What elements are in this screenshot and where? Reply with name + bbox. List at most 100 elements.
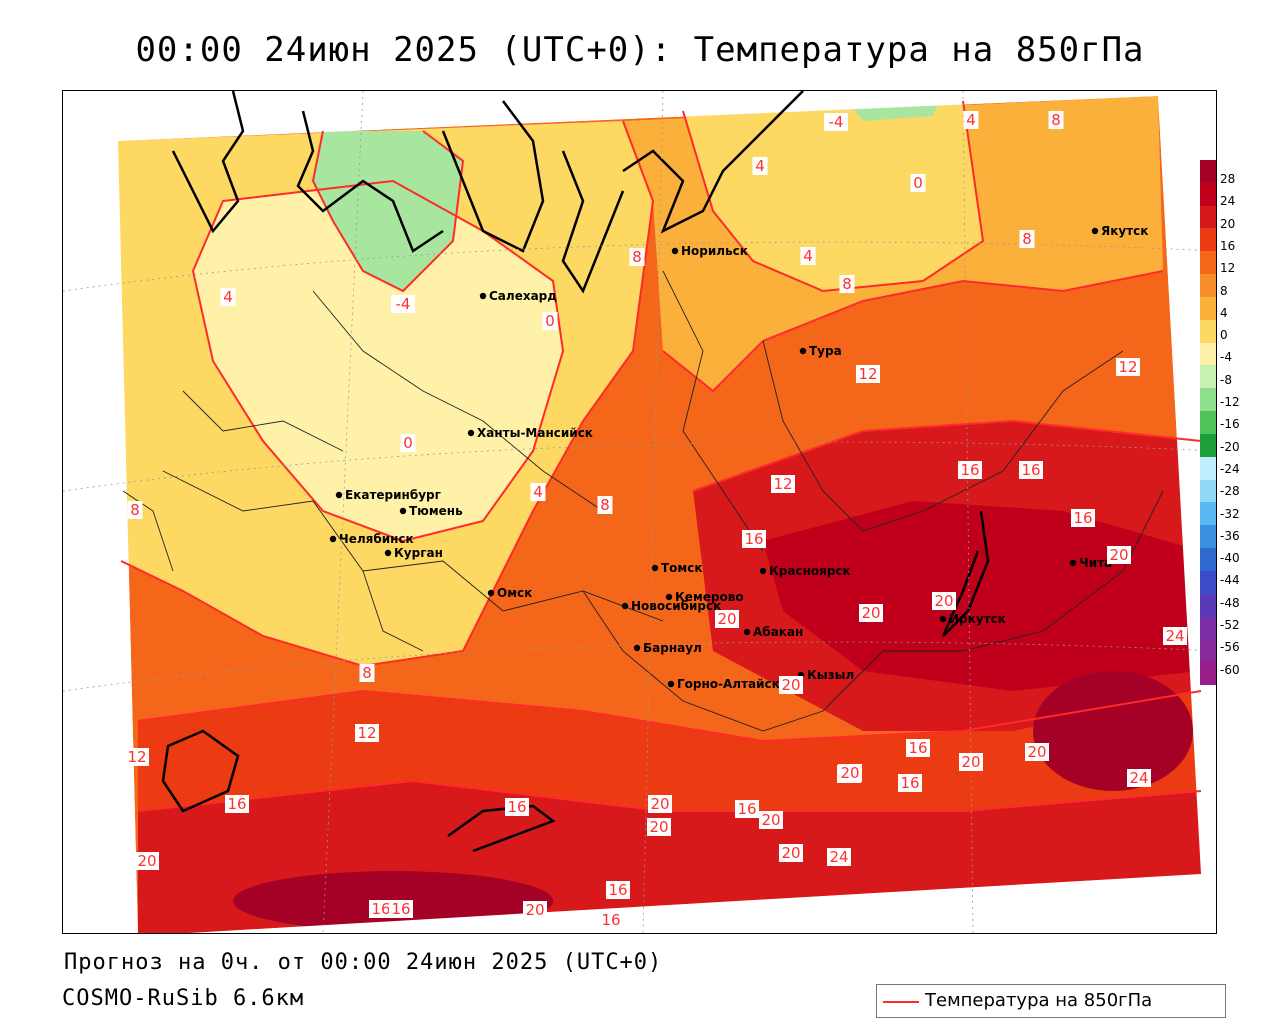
isotherm-label: 0 <box>403 434 413 452</box>
city-label: Тура <box>809 344 842 358</box>
isotherm-label-bg <box>838 764 862 782</box>
city-marker <box>939 615 947 623</box>
city-label: Красноярск <box>769 564 851 578</box>
isotherm-label-bg <box>735 800 759 818</box>
isotherm-label-bg <box>1071 509 1095 527</box>
isotherm-label: 16 <box>371 900 390 918</box>
isotherm-label-bg <box>1019 230 1035 248</box>
colorbar-tick-label: -44 <box>1220 573 1240 588</box>
zone-hot-spot-2 <box>1033 671 1193 791</box>
isotherm-label: 16 <box>1073 509 1092 527</box>
isotherm-label: 8 <box>632 248 642 266</box>
isotherm-label: 20 <box>650 795 669 813</box>
isotherm-label-bg <box>910 174 926 192</box>
isotherm-label: 8 <box>1022 230 1032 248</box>
isotherm-label-bg <box>542 312 558 330</box>
isotherm-label: 20 <box>137 852 156 870</box>
zone-green-yamal <box>313 131 463 291</box>
colorbar-tick-label: 28 <box>1220 172 1236 186</box>
isotherm-label-bg <box>715 610 739 628</box>
isotherm-label: 8 <box>362 664 372 682</box>
isotherm-label-bg <box>355 724 379 742</box>
isotherm-label-bg <box>963 111 979 129</box>
colorbar-segment <box>1200 502 1216 526</box>
isotherm-label: 20 <box>861 604 880 622</box>
isotherm-label-bg <box>839 275 855 293</box>
temperature-colorbar <box>1200 160 1216 686</box>
city-marker <box>799 347 807 355</box>
isotherm-label-bg <box>369 900 393 918</box>
isotherm-label-bg <box>530 483 546 501</box>
outside-domain-bottom <box>189 874 1216 933</box>
isotherm-label-bg <box>391 295 415 313</box>
colorbar-tick-label: -60 <box>1220 662 1240 677</box>
colorbar-tick-label: -56 <box>1220 640 1240 655</box>
colorbar-tick-label: -40 <box>1220 551 1240 566</box>
colorbar-tick-label: 0 <box>1220 328 1228 343</box>
isotherm-label-bg <box>1127 769 1151 787</box>
colorbar-segment <box>1200 296 1216 321</box>
city-marker <box>665 593 673 601</box>
isotherm-label-bg <box>220 288 236 306</box>
isotherm-label: 20 <box>781 844 800 862</box>
colorbar-segment <box>1200 411 1216 435</box>
region-borders <box>122 270 1164 732</box>
isotherm-label: 12 <box>858 365 877 383</box>
city-label: Омск <box>497 586 532 600</box>
city-label: Норильск <box>681 244 748 258</box>
page-title: 00:00 24июн 2025 (UTC+0): Температура на… <box>135 30 1145 70</box>
city-label: Кызыл <box>807 668 854 682</box>
isotherm-label: 20 <box>934 592 953 610</box>
city-marker <box>479 292 487 300</box>
isotherm-label: 16 <box>960 461 979 479</box>
isotherm-label-bg <box>932 592 956 610</box>
isotherm-label: 20 <box>840 764 859 782</box>
isotherm-label: 16 <box>608 881 627 899</box>
colorbar-tick-label: -32 <box>1220 506 1240 521</box>
map-panel: Якутск Норильск Салехард Тура Ханты-Мансийск… <box>62 90 1217 934</box>
colorbar-segment <box>1200 639 1216 663</box>
colorbar-segment <box>1200 616 1216 640</box>
forecast-info: Прогноз на 0ч. от 00:00 24июн 2025 (UTC+… <box>64 950 663 975</box>
city-marker <box>329 535 337 543</box>
city-marker <box>384 549 392 557</box>
colorbar-segment <box>1200 228 1216 252</box>
isotherm-label-bg <box>648 795 672 813</box>
isotherm-label: 24 <box>1165 627 1184 645</box>
colorbar-tick-label: -16 <box>1220 417 1240 432</box>
city-marker <box>651 564 659 572</box>
city-marker <box>633 644 641 652</box>
isotherm-label: 16 <box>908 739 927 757</box>
city-label: Томск <box>661 561 703 575</box>
zone-baikal-core <box>763 501 1201 691</box>
isotherm-label-bg <box>1048 111 1064 129</box>
isotherm-label-bg <box>859 604 883 622</box>
colorbar-segment <box>1200 251 1216 275</box>
legend-label: Температура на 850гПа <box>925 990 1153 1011</box>
isotherm-label: 16 <box>737 800 756 818</box>
colorbar-segment <box>1200 433 1216 458</box>
city-label: Кемерово <box>675 590 744 604</box>
legend-line-swatch <box>883 1001 919 1003</box>
isotherm-label-bg <box>959 753 983 771</box>
city-label: Челябинск <box>339 532 414 546</box>
colorbar-tick-label: -8 <box>1220 372 1232 387</box>
city-label: Якутск <box>1101 224 1148 238</box>
colorbar-segment <box>1200 205 1216 229</box>
city-label: Горно-Алтайск <box>677 677 780 691</box>
isotherm-label-bg <box>647 818 671 836</box>
isotherm-label-bg <box>742 530 766 548</box>
colorbar-tick-label: 12 <box>1220 261 1236 276</box>
isotherm-label-bg <box>359 664 375 682</box>
isotherm-label: 8 <box>1051 111 1061 129</box>
isotherm-label-bg <box>898 774 922 792</box>
isotherm-label: 0 <box>913 174 923 192</box>
isotherm-label: 24 <box>829 848 848 866</box>
isotherm-label-bg <box>827 848 851 866</box>
city-label: Барнаул <box>643 641 702 655</box>
colorbar-tick-label: -48 <box>1220 595 1240 610</box>
temperature-map: Якутск Норильск Салехард Тура Ханты-Мансийск… <box>63 91 1216 933</box>
isotherm-label-bg <box>1116 358 1140 376</box>
city-label: Иркутск <box>949 612 1006 626</box>
isotherm-label: 20 <box>1027 743 1046 761</box>
